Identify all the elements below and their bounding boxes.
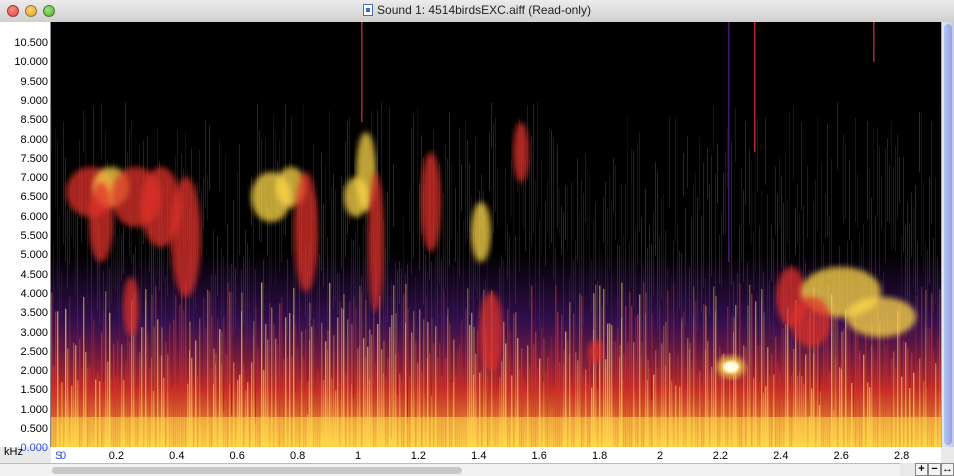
transient-line bbox=[754, 22, 756, 152]
frequency-tick-label: 10.000 bbox=[14, 56, 48, 69]
close-window-button[interactable] bbox=[7, 5, 19, 17]
zoom-in-button[interactable]: + bbox=[915, 463, 928, 476]
frequency-tick-label: 3.500 bbox=[20, 307, 48, 320]
time-tick-label: 1.6 bbox=[531, 450, 547, 462]
time-tick-label: 2.8 bbox=[893, 450, 910, 462]
time-tick-label: 2.2 bbox=[712, 450, 729, 462]
frequency-unit-label: kHz bbox=[4, 446, 23, 458]
time-unit-label: S bbox=[55, 450, 63, 462]
horizontal-scroll-thumb[interactable] bbox=[52, 467, 462, 474]
frequency-tick-label: 1.500 bbox=[20, 384, 48, 397]
time-tick-label: 1.2 bbox=[410, 450, 427, 462]
horizontal-scrollbar[interactable] bbox=[0, 463, 900, 476]
frequency-tick-label: 9.000 bbox=[20, 94, 48, 107]
vertical-scroll-thumb[interactable] bbox=[944, 24, 952, 445]
frequency-tick-label: 0.000 bbox=[20, 442, 48, 455]
time-tick-label: 2.6 bbox=[833, 450, 849, 462]
zoom-fit-button[interactable]: ↔ bbox=[941, 463, 954, 476]
time-tick-label: 1.8 bbox=[591, 450, 608, 462]
frequency-axis: 10.500 10.000 9.500 9.000 8.500 8.000 7.500 7.0… bbox=[0, 22, 51, 454]
spectrogram-view[interactable] bbox=[51, 22, 941, 447]
frequency-tick-label: 5.000 bbox=[20, 249, 48, 262]
frequency-tick-label: 10.500 bbox=[14, 37, 48, 49]
time-tick-label: 0 bbox=[60, 450, 67, 462]
document-icon bbox=[363, 4, 374, 16]
time-tick-label: 1 bbox=[354, 450, 362, 462]
transient-line bbox=[728, 22, 730, 262]
time-tick-label: 2 bbox=[656, 450, 664, 462]
time-tick-label: 2.4 bbox=[773, 450, 789, 462]
frequency-tick-label: 0.500 bbox=[20, 423, 48, 435]
frequency-tick-label: 2.000 bbox=[20, 365, 48, 378]
title-bar: Sound 1: 4514birdsEXC.aiff (Read-only) bbox=[0, 0, 954, 23]
frequency-tick-label: 6.000 bbox=[20, 210, 48, 223]
time-tick-label: 1.4 bbox=[471, 450, 487, 462]
frequency-tick-label: 1.000 bbox=[20, 403, 48, 416]
frequency-tick-label: 3.000 bbox=[20, 326, 48, 339]
frequency-tick-label: 4.500 bbox=[20, 268, 48, 281]
low-frequency-band bbox=[51, 417, 941, 447]
window-title-area: Sound 1: 4514birdsEXC.aiff (Read-only) bbox=[0, 3, 954, 17]
time-tick-label: 0.2 bbox=[108, 450, 125, 462]
vertical-scrollbar[interactable] bbox=[941, 22, 954, 447]
frequency-tick-label: 5.500 bbox=[20, 230, 48, 242]
window-title: Sound 1: 4514birdsEXC.aiff (Read-only) bbox=[377, 3, 591, 17]
time-tick-label: 0.4 bbox=[169, 450, 185, 462]
frequency-tick-label: 4.000 bbox=[20, 287, 48, 300]
frequency-tick-label: 9.500 bbox=[20, 75, 48, 88]
time-tick-label: 0.8 bbox=[289, 450, 306, 462]
zoom-window-button[interactable] bbox=[43, 5, 55, 17]
frequency-tick-label: 2.500 bbox=[20, 345, 48, 358]
time-axis: S 0 0.2 0.4 0.6 0.8 1 1.2 1.4 1.6 1.8 2 2.2 2.4 2.6 2.8 bbox=[51, 447, 941, 463]
zoom-out-button[interactable]: − bbox=[928, 463, 941, 476]
minimize-window-button[interactable] bbox=[25, 5, 37, 17]
frequency-tick-label: 6.500 bbox=[20, 191, 48, 204]
frequency-tick-label: 7.500 bbox=[20, 152, 48, 165]
spectrogram-image bbox=[51, 22, 941, 447]
frequency-tick-label: 8.500 bbox=[20, 114, 48, 127]
bird-calls bbox=[66, 122, 916, 378]
transient-line bbox=[873, 22, 875, 62]
transient-line bbox=[361, 22, 363, 122]
frequency-tick-label: 7.000 bbox=[20, 172, 48, 185]
frequency-tick-label: 8.000 bbox=[20, 133, 48, 146]
time-tick-label: 0.6 bbox=[229, 450, 245, 462]
